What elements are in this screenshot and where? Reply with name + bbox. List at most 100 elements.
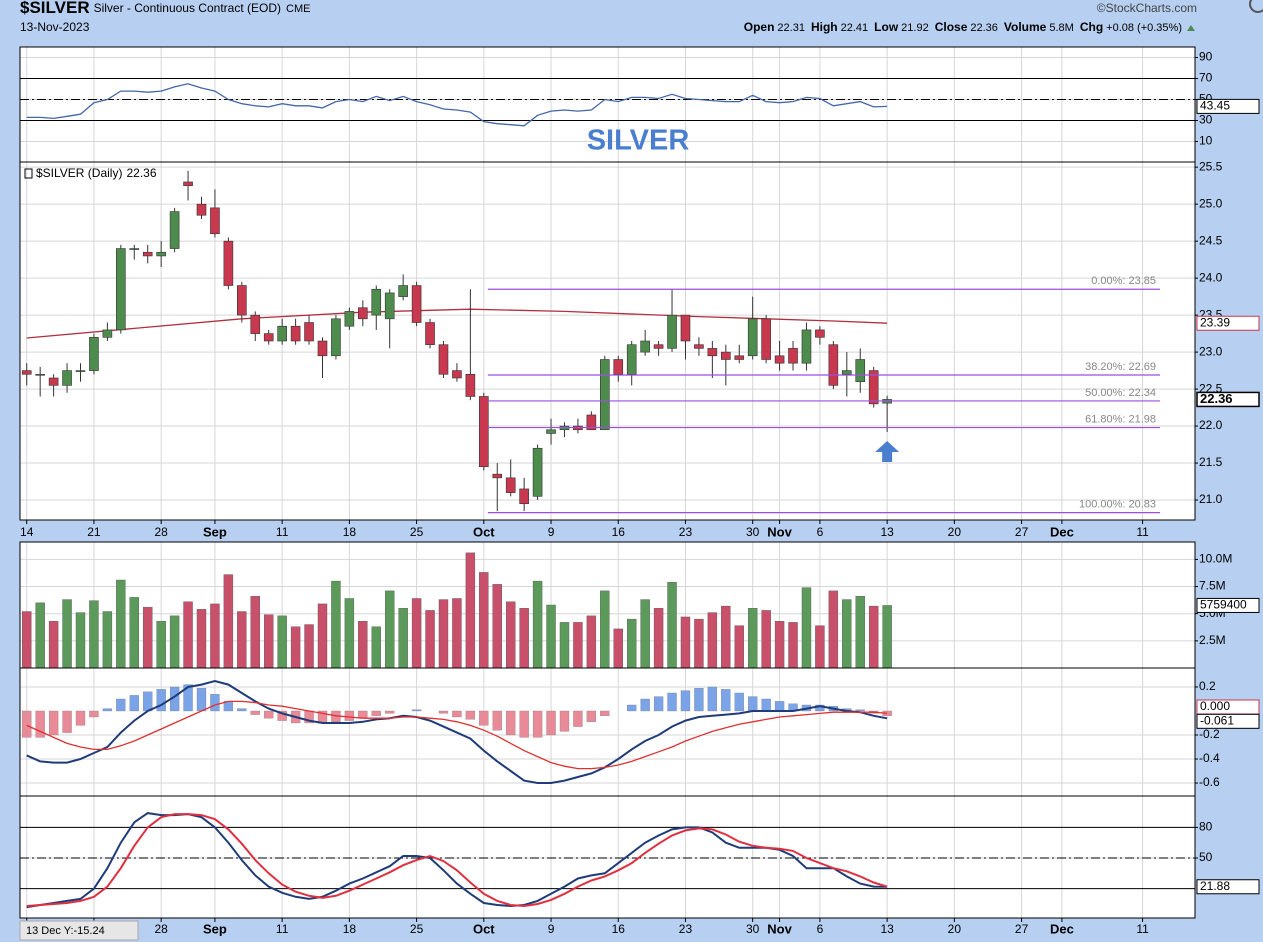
macd-histogram	[573, 710, 583, 727]
volume-bar	[452, 598, 462, 668]
fib-label: 61.80%: 21.98	[1085, 413, 1156, 425]
candle-body	[142, 251, 153, 257]
candle-body	[438, 344, 449, 375]
volume-bar	[680, 616, 691, 668]
candle-body	[734, 355, 745, 360]
y-tick-label: 90	[1199, 50, 1213, 64]
stat-value: 22.36	[970, 22, 998, 34]
annotation: SILVER	[587, 125, 690, 157]
macd-histogram	[479, 710, 489, 726]
candle-body	[62, 370, 72, 386]
volume-bar	[438, 599, 449, 668]
x-tick-label: Sep	[203, 921, 227, 936]
volume-bar	[653, 608, 664, 668]
instrument-name: Silver - Continuous Contract (EOD)	[94, 1, 281, 15]
x-tick-label: 16	[612, 525, 626, 539]
volume-bar	[264, 614, 274, 668]
volume-bar	[801, 587, 812, 668]
volume-bar	[22, 611, 32, 668]
volume-bar	[169, 615, 180, 668]
candle-body	[613, 359, 624, 375]
y-tick-label: 22.0	[1199, 418, 1223, 432]
volume-bar	[143, 606, 153, 668]
volume-bar	[600, 590, 610, 668]
candle-body	[667, 314, 677, 349]
macd-histogram	[22, 710, 32, 738]
x-tick-label: 13	[880, 922, 894, 936]
volume-bar	[331, 580, 341, 668]
macd-histogram	[532, 710, 543, 738]
y-tick-label: 25.0	[1199, 196, 1223, 210]
macd-histogram	[694, 688, 704, 712]
indicator-line	[26, 813, 888, 908]
macd-histogram	[358, 710, 368, 719]
price-tag: 0.000	[1196, 699, 1260, 715]
candle-body	[801, 329, 812, 364]
volume-bar	[626, 618, 637, 668]
volume-bar	[48, 621, 59, 668]
stat-label: Low	[874, 20, 899, 34]
candle-body	[75, 370, 86, 372]
candle-body	[411, 285, 422, 323]
stat-label: Volume	[1004, 20, 1047, 34]
x-tick-label: 13	[880, 525, 894, 539]
macd-histogram	[48, 710, 59, 736]
candle-body	[868, 370, 879, 405]
tag-label: -0.061	[1200, 713, 1234, 727]
settings-icon[interactable]	[1249, 0, 1263, 13]
x-tick-label: Dec	[1050, 921, 1074, 936]
panel-border	[19, 161, 1196, 521]
candle-body	[89, 337, 99, 371]
candle-body	[277, 325, 287, 342]
legend: $SILVER (Daily) 22.36	[36, 166, 157, 180]
y-tick-label: 30	[1199, 113, 1213, 127]
volume-bar	[290, 626, 301, 668]
volume-bar	[479, 572, 489, 668]
y-tick-label: 50	[1199, 850, 1213, 864]
candle-body	[519, 488, 529, 505]
x-tick-label: Sep	[203, 524, 227, 539]
x-tick-label: 25	[410, 525, 424, 539]
y-tick-label: -0.6	[1199, 775, 1220, 789]
volume-bar	[882, 605, 892, 668]
candle-body	[640, 340, 650, 353]
stat-value: 22.41	[841, 22, 869, 34]
fib-label: 100.00%: 20.83	[1079, 499, 1156, 511]
volume-bar	[586, 615, 597, 668]
macd-histogram	[855, 709, 865, 712]
y-tick-label: 0.2	[1199, 679, 1216, 693]
macd-histogram	[102, 708, 113, 712]
y-tick-label: 21.5	[1199, 455, 1223, 469]
candle-body	[183, 181, 193, 186]
volume-bar	[102, 611, 113, 668]
macd-histogram	[559, 710, 570, 732]
header: $SILVER Silver - Continuous Contract (EOD…	[20, 0, 1263, 34]
macd-histogram	[734, 692, 744, 712]
stat-value: +0.08 (+0.35%)	[1106, 22, 1182, 34]
x-tick-label: 6	[817, 922, 824, 936]
macd-histogram	[667, 692, 677, 712]
price-tag: 43.45	[1196, 99, 1260, 114]
x-tick-label: 6	[817, 525, 824, 539]
candle-body	[828, 344, 839, 386]
volume-bar	[506, 601, 516, 668]
macd-histogram	[62, 710, 72, 733]
candle-body	[263, 333, 274, 342]
x-tick-label: 30	[746, 922, 760, 936]
tag-box	[1196, 597, 1260, 613]
panel-content	[20, 47, 1195, 162]
y-tick-label: 10.0M	[1199, 552, 1232, 566]
candle-body	[169, 211, 180, 249]
candle-body	[479, 396, 489, 468]
macd-histogram	[156, 689, 166, 712]
candle-body	[116, 248, 126, 331]
volume-bar	[868, 605, 879, 668]
candle-body	[304, 322, 314, 342]
y-tick-label: 70	[1199, 71, 1213, 85]
candle-body	[398, 285, 408, 297]
candle-body	[815, 329, 825, 338]
y-tick-label: -0.2	[1199, 727, 1220, 741]
macd-histogram	[438, 710, 449, 714]
x-tick-label: 28	[154, 525, 168, 539]
fib-label: 50.00%: 22.34	[1085, 387, 1156, 399]
